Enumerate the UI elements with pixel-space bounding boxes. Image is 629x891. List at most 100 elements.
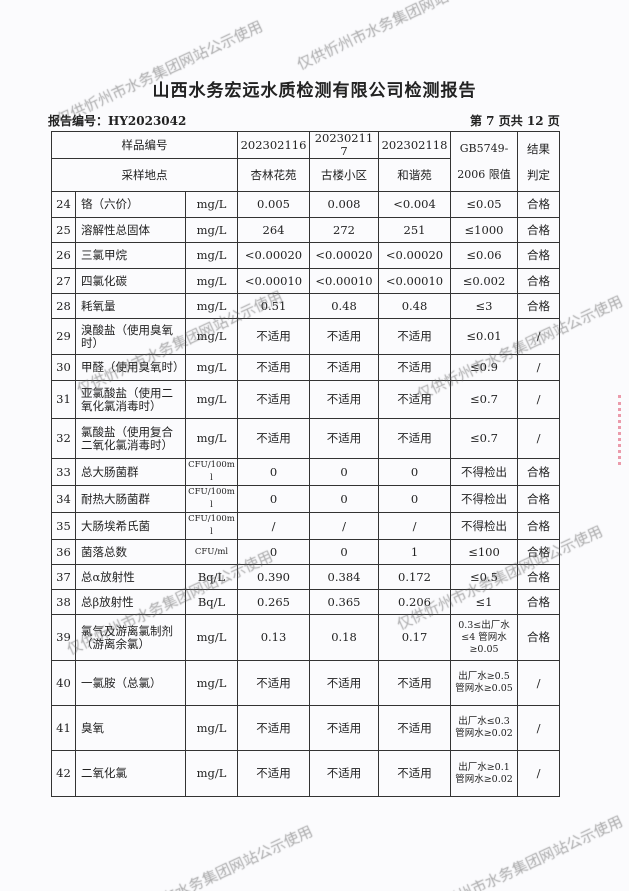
sample-no: 202302116 — [237, 131, 310, 159]
limit: 0.3≤出厂水≤4 管网水≥0.05 — [450, 614, 518, 661]
page-info: 第 7 页共 12 页 — [470, 114, 560, 128]
item-number: 27 — [51, 268, 76, 294]
limit: 出厂水≤0.3 管网水≥0.02 — [450, 705, 518, 751]
limit: ≤0.05 — [450, 191, 518, 218]
table-row: 36 菌落总数 CFU/ml 0 0 1 ≤100 合格 — [51, 539, 560, 565]
value: 不适用 — [309, 660, 379, 706]
value: <0.00020 — [237, 242, 310, 269]
limit: ≤0.01 — [450, 318, 518, 355]
limit: ≤1 — [450, 589, 518, 615]
unit: mg/L — [185, 614, 238, 661]
item-number: 31 — [51, 380, 76, 419]
value: 0 — [237, 485, 310, 513]
item-name: 溶解性总固体 — [75, 217, 186, 243]
limit: ≤0.002 — [450, 268, 518, 294]
report-number: 报告编号：HY2023042 — [48, 114, 187, 128]
item-number: 33 — [51, 458, 76, 486]
limit: 出厂水≥0.5 管网水≥0.05 — [450, 660, 518, 706]
value: 0 — [237, 539, 310, 565]
value: 0.13 — [237, 614, 310, 661]
result: 合格 — [517, 512, 560, 540]
value: 0 — [237, 458, 310, 486]
item-name: 三氯甲烷 — [75, 242, 186, 269]
result: 合格 — [517, 242, 560, 269]
value: 0.48 — [378, 293, 451, 319]
unit: mg/L — [185, 318, 238, 355]
unit: mg/L — [185, 750, 238, 797]
value: 不适用 — [237, 380, 310, 419]
limit: 出厂水≥0.1 管网水≥0.02 — [450, 750, 518, 797]
item-number: 25 — [51, 217, 76, 243]
item-name: 二氧化氯 — [75, 750, 186, 797]
results-table: 样品编号 202302116 202302117 202302118 GB574… — [51, 131, 560, 797]
item-number: 26 — [51, 242, 76, 269]
limit: ≤100 — [450, 539, 518, 565]
value: 0 — [309, 539, 379, 565]
result: / — [517, 705, 560, 751]
unit: mg/L — [185, 293, 238, 319]
table-row: 26 三氯甲烷 mg/L <0.00020 <0.00020 <0.00020 ≤0.06 合… — [51, 242, 560, 269]
item-name: 甲醛（使用臭氧时） — [75, 354, 186, 381]
item-number: 38 — [51, 589, 76, 615]
limit: 不得检出 — [450, 458, 518, 486]
item-number: 24 — [51, 191, 76, 218]
value: / — [237, 512, 310, 540]
value: 0.172 — [378, 564, 451, 590]
item-number: 42 — [51, 750, 76, 797]
result: / — [517, 380, 560, 419]
location: 杏林花苑 — [237, 158, 310, 192]
report-title: 山西水务宏远水质检测有限公司检测报告 — [152, 81, 477, 101]
item-name: 总α放射性 — [75, 564, 186, 590]
result: 合格 — [517, 268, 560, 294]
stamp-edge — [612, 395, 621, 465]
table-row: 40 一氯胺（总氯） mg/L 不适用 不适用 不适用 出厂水≥0.5 管网水≥0.05/ — [51, 660, 560, 706]
result: 合格 — [517, 191, 560, 218]
table-row: 41 臭氧 mg/L 不适用 不适用 不适用 出厂水≤0.3 管网水≥0.02/ — [51, 705, 560, 751]
value: 不适用 — [309, 750, 379, 797]
result: / — [517, 418, 560, 459]
result-header-line: 结果 — [527, 141, 550, 156]
value: 不适用 — [378, 660, 451, 706]
unit: mg/L — [185, 242, 238, 269]
result: 合格 — [517, 293, 560, 319]
item-name: 耐热大肠菌群 — [75, 485, 186, 513]
value: 不适用 — [309, 318, 379, 355]
value: 0.206 — [378, 589, 451, 615]
value: 不适用 — [378, 418, 451, 459]
item-name: 总β放射性 — [75, 589, 186, 615]
value: 0.265 — [237, 589, 310, 615]
value: 0.390 — [237, 564, 310, 590]
value: 1 — [378, 539, 451, 565]
table-row: 33 总大肠菌群 CFU/100ml 0 0 0 不得检出 合格 — [51, 458, 560, 486]
value: 0.005 — [237, 191, 310, 218]
result: 合格 — [517, 614, 560, 661]
value: 0.51 — [237, 293, 310, 319]
limit-header-line: 2006 限值 — [457, 167, 511, 181]
limit: ≤0.06 — [450, 242, 518, 269]
table-row: 30 甲醛（使用臭氧时） mg/L 不适用 不适用 不适用 ≤0.9/ — [51, 354, 560, 381]
value: 不适用 — [309, 354, 379, 381]
value: 不适用 — [237, 750, 310, 797]
item-number: 32 — [51, 418, 76, 459]
item-number: 30 — [51, 354, 76, 381]
unit: mg/L — [185, 418, 238, 459]
result: / — [517, 750, 560, 797]
sample-no-label: 样品编号 — [51, 131, 238, 159]
value: 不适用 — [309, 705, 379, 751]
value: 0.365 — [309, 589, 379, 615]
unit: mg/L — [185, 191, 238, 218]
location-label: 采样地点 — [51, 158, 238, 192]
value: 不适用 — [378, 705, 451, 751]
result-header-line: 判定 — [527, 167, 550, 182]
value: 不适用 — [237, 418, 310, 459]
limit: ≤0.9 — [450, 354, 518, 381]
table-row: 27 四氯化碳 mg/L <0.00010 <0.00010 <0.00010 ≤0.002… — [51, 268, 560, 294]
value: 不适用 — [378, 318, 451, 355]
unit: Bq/L — [185, 564, 238, 590]
value: 不适用 — [237, 354, 310, 381]
limit: ≤0.7 — [450, 380, 518, 419]
unit: CFU/100ml — [185, 512, 238, 540]
item-number: 40 — [51, 660, 76, 706]
unit: CFU/ml — [185, 539, 238, 565]
